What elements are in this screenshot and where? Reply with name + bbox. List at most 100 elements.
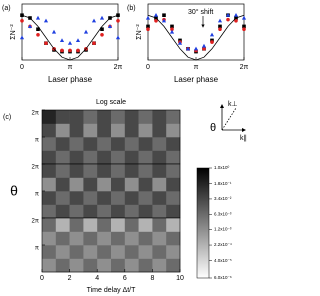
heatmap-cell xyxy=(55,110,70,124)
heatmap-cell xyxy=(42,191,57,205)
heatmap-cell xyxy=(138,123,153,138)
heatmap-cell xyxy=(138,164,153,178)
x-tick-label: 4 xyxy=(95,275,99,282)
marker xyxy=(169,29,175,34)
panel-label: (c) xyxy=(3,114,11,121)
heatmap-cell xyxy=(124,177,139,192)
marker xyxy=(43,18,49,23)
heatmap-cell xyxy=(124,218,139,232)
heatmap-cell xyxy=(138,218,153,232)
heatmap-cell xyxy=(111,123,126,138)
heatmap-cell xyxy=(42,177,57,192)
heatmap-cell xyxy=(152,177,167,192)
heatmap-cell xyxy=(55,191,70,205)
chart-title: Log scale xyxy=(96,99,126,106)
heatmap-cell xyxy=(83,123,98,138)
marker xyxy=(210,40,214,44)
heatmap-cell xyxy=(138,245,153,259)
heatmap-cell xyxy=(138,110,153,124)
heatmap-cell xyxy=(166,177,181,192)
heatmap-cell xyxy=(69,218,84,232)
fit-line xyxy=(21,14,119,61)
marker xyxy=(60,48,64,53)
heatmap-cell xyxy=(152,110,167,124)
heatmap-cell xyxy=(152,258,167,273)
heatmap-cell xyxy=(124,245,139,259)
heatmap-cell xyxy=(69,110,84,124)
marker xyxy=(233,13,239,17)
heatmap-cell xyxy=(124,231,139,246)
heatmap-cell xyxy=(69,177,84,192)
heatmap-cell xyxy=(124,204,139,219)
heatmap-cell xyxy=(42,218,57,232)
marker xyxy=(27,24,33,28)
heatmap-cell xyxy=(166,110,181,124)
heatmap-cell xyxy=(152,137,167,151)
heatmap-cell xyxy=(152,191,167,205)
x-tick-label: π xyxy=(68,64,73,71)
y-tick-label: 2π xyxy=(32,165,39,171)
marker xyxy=(202,47,206,51)
colorbar-label: 6.3x10⁻³ xyxy=(214,212,232,217)
colorbar-label: 6.0x10⁻⁶ xyxy=(214,275,232,280)
y-tick-label: π xyxy=(35,138,39,144)
marker xyxy=(51,29,57,34)
colorbar xyxy=(196,167,210,279)
heatmap-cell xyxy=(111,137,126,151)
heatmap-cell xyxy=(55,218,70,232)
y-axis-label: θ xyxy=(10,183,18,199)
heatmap-cell xyxy=(55,164,70,178)
marker xyxy=(100,33,104,37)
x-tick-label: 2π xyxy=(114,64,123,71)
colorbar-label: 4.0x10⁻⁵ xyxy=(214,258,232,263)
heatmap-cell xyxy=(111,245,126,259)
marker xyxy=(242,24,246,29)
heatmap-cell xyxy=(97,218,112,232)
x-tick-label: 0 xyxy=(146,64,150,71)
heatmap-cell xyxy=(83,177,98,192)
heatmap-cell xyxy=(83,150,98,165)
heatmap-cell xyxy=(138,204,153,219)
heatmap-cell xyxy=(152,123,167,138)
marker xyxy=(20,19,24,23)
marker xyxy=(145,15,151,20)
heatmap-cell xyxy=(83,137,98,151)
marker xyxy=(226,17,230,22)
heatmap-cell xyxy=(111,164,126,178)
heatmap-cell xyxy=(152,245,167,259)
heatmap-cell xyxy=(111,110,126,124)
marker xyxy=(201,43,207,48)
heatmap-cell xyxy=(69,123,84,138)
heatmap-cell xyxy=(166,191,181,205)
y-tick-label: 2π xyxy=(32,111,39,117)
heatmap-cell xyxy=(97,164,112,178)
marker xyxy=(218,27,222,32)
heatmap-cell xyxy=(83,164,98,178)
marker xyxy=(35,15,41,20)
heatmap-cell xyxy=(69,258,84,273)
x-tick-label: 0 xyxy=(20,64,24,71)
heatmap-cell xyxy=(83,204,98,219)
heatmap-cell xyxy=(166,164,181,178)
heatmap-cell xyxy=(69,245,84,259)
y-tick-label: 2π xyxy=(32,219,39,225)
marker xyxy=(68,48,72,53)
marker xyxy=(185,46,191,51)
heatmap-cell xyxy=(152,164,167,178)
heatmap-cell xyxy=(138,150,153,165)
marker xyxy=(83,29,89,34)
heatmap-cell xyxy=(42,123,57,138)
marker xyxy=(76,48,80,53)
x-tick-label: π xyxy=(194,64,199,71)
heatmap-cell xyxy=(69,164,84,178)
colorbar-label: 1.0x10⁰ xyxy=(214,165,230,170)
x-tick-label: 6 xyxy=(123,275,127,282)
marker xyxy=(218,24,222,29)
x-axis-label: Laser phase xyxy=(48,75,93,84)
marker xyxy=(91,18,97,23)
heatmap-cell xyxy=(97,231,112,246)
heatmap-cell xyxy=(152,231,167,246)
heatmap-cell xyxy=(138,137,153,151)
heatmap-cell xyxy=(166,123,181,138)
